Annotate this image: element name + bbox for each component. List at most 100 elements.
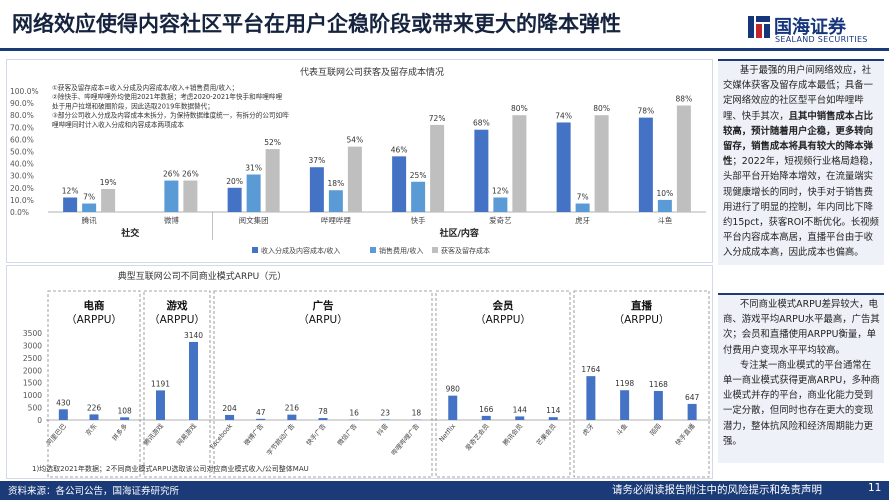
arpu-bar [256,418,266,420]
commentary-box-cost: 基于最强的用户间网络效应，社交媒体获客及留存成本最低；具备一定网络效应的社区型平… [718,59,884,265]
arpu-bar [156,390,165,420]
data-label: 204 [222,404,237,413]
y-tick-label: 10.0% [10,196,34,205]
data-label: 1168 [649,380,668,389]
data-label: 68% [473,119,490,128]
x-tick-label: 快手直播 [673,421,697,447]
x-tick-label: 斗鱼 [657,215,672,225]
data-label: 12% [62,186,79,195]
arpu-bar [448,395,458,420]
page-number: 11 [868,482,882,494]
group-title: 直播 [631,299,652,312]
data-label: 647 [685,393,700,402]
x-tick-label: 腾讯会员 [501,421,525,447]
x-tick-label: 哔哩哔哩广告 [389,421,421,457]
data-label: 3140 [184,331,203,340]
data-label: 18% [328,179,345,188]
commentary-paragraph-arpu-2: 专注某一商业模式的平台通常在单一商业模式获得更高ARPU，多种商业模式并存的平台… [723,359,880,447]
bar-1 [246,174,261,212]
group-subtitle: （ARPPU） [475,314,531,326]
y-tick-label: 2000 [23,366,42,375]
cost-chart: 代表互联网公司获客及留存成本情况 100.0% 90.0% 80.0% 70.0% 60.… [10,66,706,255]
legend-swatch [370,247,376,253]
x-tick-label: 腾讯 [82,215,97,225]
bar-0 [556,122,571,212]
y-tick-label: 60.0% [10,135,34,144]
logo-english-name: SEALAND SECURITIES [775,35,868,44]
legend-label: 获客及留存成本 [441,246,490,255]
x-tick-label: 虎牙 [580,421,596,437]
data-label: 26% [163,170,180,179]
commentary-box-arpu: 不同商业模式ARPU差异较大，电商、游戏平均ARPU水平最高，广告其次；会员和直… [718,293,884,463]
group-frame [47,290,141,478]
y-tick-label: 20.0% [10,184,34,193]
commentary-paragraph-arpu-1: 不同商业模式ARPU差异较大，电商、游戏平均ARPU水平最高，广告其次；会员和直… [723,299,880,356]
note-line: 处于用户拉增和破圈阶段，因此选取2019年数据替代； [52,101,214,110]
data-label: 7% [83,193,95,202]
y-tick-label: 3500 [23,329,42,338]
bar-0 [309,167,324,212]
arpu-bar [515,416,525,420]
y-tick-label: 30.0% [10,172,34,181]
group-title: 广告 [313,299,334,312]
note-line: 哩哔哩同时计入收入分成和内容成本两项成本 [52,120,184,129]
data-label: 37% [309,156,326,165]
note-line: ②除快手、哔哩哔哩外均使用2021年数据；考虑2020-2021年快手和哔哩哔哩 [52,92,282,101]
x-tick-label: 微博广告 [242,421,266,447]
y-tick-label: 0.0% [10,208,29,217]
y-tick-label: 100.0% [10,87,39,96]
x-tick-label: 爱奇艺会员 [463,421,491,452]
group-subtitle: （ARPU） [298,314,348,326]
data-label: 54% [347,136,364,145]
x-tick-label: 微信广告 [335,421,359,447]
legend-label: 销售费用/收入 [379,246,423,255]
footer-source: 资料来源：各公司公告，国海证券研究所 [8,486,180,497]
title-divider [0,48,889,51]
bar-2 [347,146,362,212]
logo-name: 国海证券 [774,17,846,38]
bar-0 [63,197,78,212]
data-label: 88% [676,95,693,104]
commentary-paragraph: 基于最强的用户间网络效应，社交媒体获客及留存成本最低；具备一定网络效应的社区型平… [723,63,880,261]
group-frame [573,290,710,478]
group-frame [143,290,211,478]
group-title: 电商 [84,299,105,312]
chart-title: 典型互联网公司不同商业模式ARPU（元） [118,270,286,282]
x-tick-label: 爱奇艺 [489,215,512,225]
bar-1 [657,199,672,212]
data-label: 20% [226,177,243,186]
data-label: 47 [256,408,266,417]
y-tick-label: 50.0% [10,148,34,157]
y-tick-label: 2500 [23,354,42,363]
data-label: 80% [511,104,528,113]
data-label: 12% [492,186,509,195]
arpu-bar [481,415,491,420]
x-tick-label: 快手广告 [304,421,328,447]
x-tick-label: 陌陌 [648,421,664,437]
y-tick-label: 40.0% [10,160,34,169]
y-tick-label: 3000 [23,341,42,350]
legend-label: 收入分成及内容成本/收入 [261,246,340,255]
arpu-chart-panel [6,265,713,479]
bar-1 [493,197,508,212]
y-tick-label: 500 [28,404,43,413]
data-label: 430 [56,398,71,407]
arpu-bar [586,376,596,420]
bar-1 [82,203,97,212]
cost-chart-panel [6,59,713,263]
x-tick-label: 京东 [83,421,99,437]
group-title: 会员 [493,299,514,312]
data-label: 78 [318,407,328,416]
chart-footnote: 1)均选取2021年数据；2不同商业模式ARPU选取该公司对应商业模式收入/公司… [32,464,309,473]
bar-1 [575,203,590,212]
group-frame [213,290,433,478]
y-tick-label: 1500 [23,379,42,388]
y-tick-label: 0 [37,416,42,425]
commentary-text-2: ；2022年，短视频行业格局趋稳，头部平台开始降本增效，在流量端实现健康增长的同… [723,156,879,259]
arpu-bar [620,390,630,420]
bar-2 [183,180,198,212]
bar-0 [474,129,489,212]
bar-0 [227,187,242,212]
group-subtitle: （ARPPU） [614,314,670,326]
arpu-bar [58,409,68,420]
